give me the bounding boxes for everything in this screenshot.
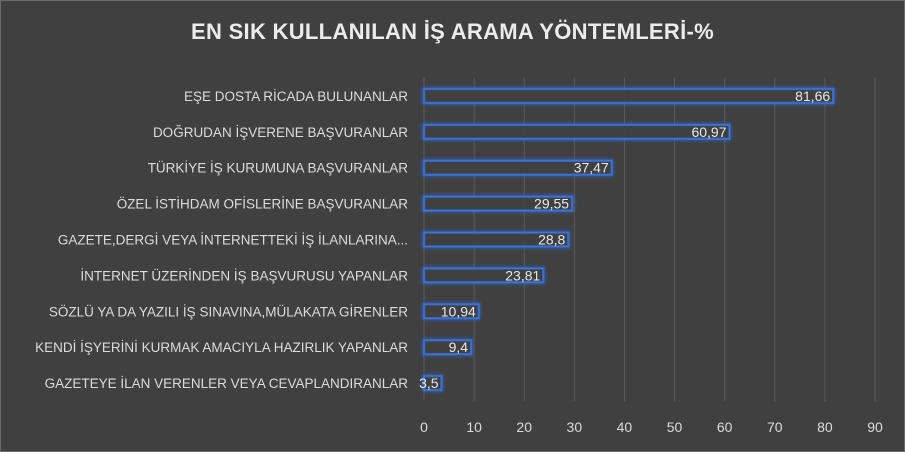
bar-glow (422, 123, 731, 141)
data-label: 9,4 (449, 339, 469, 355)
bar (423, 339, 472, 355)
category-label: İNTERNET ÜZERİNDEN İŞ BAŞVURUSU YAPANLAR (80, 268, 408, 283)
x-tick-label: 0 (420, 419, 428, 435)
x-tick-label: 90 (867, 419, 883, 435)
category-label: EŞE DOSTA RİCADA BULUNANLAR (184, 89, 408, 104)
bar (423, 124, 731, 140)
category-label: GAZETE,DERGİ VEYA İNTERNETTEKİ İŞ İLANLA… (58, 233, 408, 248)
chart-title: EN SIK KULLANILAN İŞ ARAMA YÖNTEMLERİ-% (191, 19, 714, 44)
x-tick-label: 10 (466, 419, 482, 435)
x-tick-label: 20 (516, 419, 532, 435)
category-label: DOĞRUDAN İŞVERENE BAŞVURANLAR (153, 125, 408, 140)
bar (423, 196, 573, 212)
x-tick-label: 30 (567, 419, 583, 435)
data-label: 81,66 (795, 88, 830, 104)
category-label: ÖZEL İSTİHDAM OFİSLERİNE BAŞVURANLAR (117, 197, 409, 212)
bar (423, 303, 480, 319)
x-tick-label: 40 (617, 419, 633, 435)
category-label: TÜRKİYE İŞ KURUMUNA BAŞVURANLAR (148, 161, 409, 176)
x-tick-label: 60 (717, 419, 733, 435)
data-label: 10,94 (441, 303, 476, 319)
x-tick-label: 80 (817, 419, 833, 435)
category-label: GAZETEYE İLAN VERENLER VEYA CEVAPLANDIRA… (45, 376, 409, 391)
category-label: KENDİ İŞYERİNİ KURMAK AMACIYLA HAZIRLIK … (35, 340, 408, 355)
bar (423, 231, 569, 248)
x-tick-label: 70 (767, 419, 783, 435)
data-label: 28,8 (538, 232, 565, 248)
bar-glow (422, 87, 835, 105)
data-label: 3,5 (419, 375, 439, 391)
category-label: SÖZLÜ YA DA YAZILI İŞ SINAVINA,MÜLAKATA … (49, 304, 408, 319)
data-label: 29,55 (534, 196, 569, 212)
x-tick-label: 50 (667, 419, 683, 435)
bar (423, 267, 544, 283)
data-label: 23,81 (505, 267, 540, 283)
bar (423, 160, 613, 176)
bar (423, 375, 443, 391)
data-label: 60,97 (691, 124, 726, 140)
bar (423, 88, 834, 104)
labels: 0 10 20 30 40 50 60 70 80 90 EŞE DOSTA RİCADA BULU… (35, 88, 883, 435)
bars (422, 87, 835, 392)
data-label: 37,47 (574, 160, 609, 176)
